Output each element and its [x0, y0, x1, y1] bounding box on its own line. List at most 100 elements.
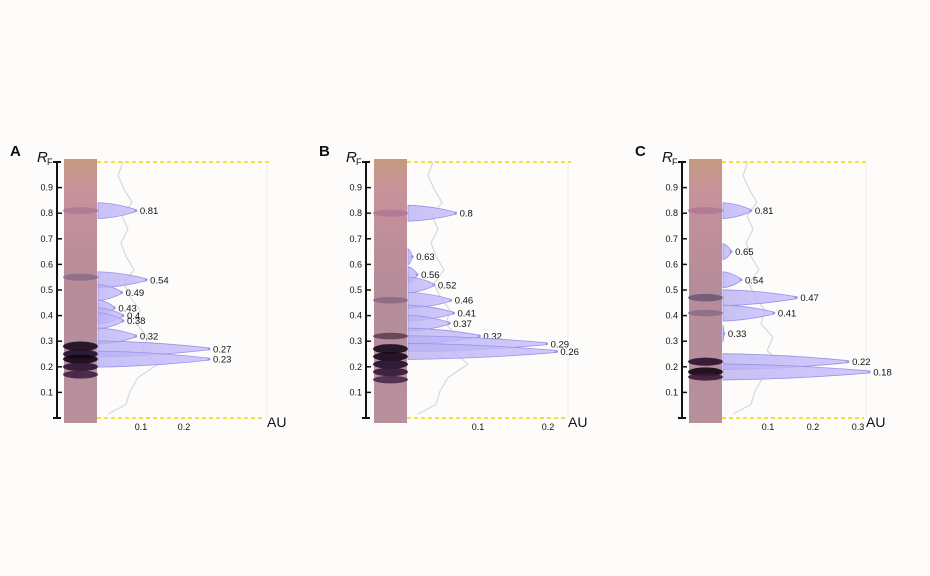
x-tick-label: 0.2 [178, 422, 191, 432]
peak-0.47 [722, 289, 797, 307]
peak-0.41 [722, 304, 775, 322]
tlc-band [373, 344, 408, 354]
y-tick-label: 0.9 [349, 183, 362, 193]
y-tick-label: 0.7 [349, 234, 362, 244]
peak-label: 0.56 [421, 270, 440, 281]
y-tick-label: 0.3 [349, 336, 362, 346]
y-tick-label: 0.1 [40, 387, 53, 397]
peak-apex [749, 209, 753, 213]
peak-label: 0.18 [873, 367, 892, 378]
tlc-lane [64, 159, 97, 423]
y-tick-label: 0.2 [349, 362, 362, 372]
y-tick-label: 0.7 [665, 234, 678, 244]
x-tick-label: 0.1 [762, 422, 775, 432]
peak-label: 0.54 [745, 275, 764, 286]
peak-label: 0.33 [728, 329, 747, 340]
y-tick-label: 0.5 [40, 285, 53, 295]
panel-b: B R F0.80.630.560.520.460.410.370.320.290.… [319, 143, 587, 432]
panel-label: A [10, 143, 21, 160]
peak-apex [555, 350, 558, 353]
peak-label: 0.81 [755, 206, 774, 217]
tlc-band [63, 273, 98, 281]
peak-label: 0.54 [150, 275, 169, 286]
y-tick-label: 0.5 [349, 285, 362, 295]
peak-apex [867, 370, 871, 374]
peak-apex [120, 291, 124, 294]
panel-label: B [319, 143, 330, 160]
tlc-lane [374, 159, 407, 423]
peak-label: 0.26 [560, 347, 579, 358]
x-axis-label: AU [866, 414, 885, 430]
panel-c: C R F 0.81 0.65 0.54 0.470.41 0.33 0.220.18 0.1 0.… [635, 143, 892, 432]
tlc-band [63, 370, 98, 379]
y-tick-label: 0.2 [40, 362, 53, 372]
y-axis-label: R [346, 149, 357, 166]
peak-apex [729, 250, 733, 254]
peak-label: 0.38 [127, 316, 146, 327]
peak-apex [794, 296, 798, 300]
y-tick-label: 0.5 [665, 285, 678, 295]
y-tick-label: 0.4 [665, 311, 678, 321]
tlc-band [373, 209, 408, 217]
tlc-band [373, 296, 408, 304]
peak-label: 0.32 [140, 332, 159, 343]
peak-label: 0.29 [551, 339, 570, 350]
tlc-band [373, 367, 408, 377]
y-tick-label: 0.3 [40, 336, 53, 346]
tlc-band [373, 332, 408, 340]
peak-0.49 [97, 284, 123, 301]
y-tick-label: 0.4 [40, 311, 53, 321]
peak-label: 0.22 [852, 357, 871, 368]
peak-apex [772, 311, 776, 315]
peak-apex [112, 306, 116, 310]
peak-0.54 [722, 271, 742, 289]
trace-line [417, 161, 469, 415]
peak-label: 0.49 [126, 288, 144, 299]
y-tick-label: 0.2 [665, 362, 678, 372]
peak-0.18 [722, 363, 870, 381]
panel-label: C [635, 143, 646, 160]
peak-apex [452, 311, 455, 315]
y-tick-label: 0.9 [665, 183, 678, 193]
peak-apex [449, 298, 453, 302]
peak-label: 0.27 [213, 344, 232, 355]
peak-apex [121, 319, 125, 323]
peak-apex [207, 357, 211, 361]
tlc-band [373, 359, 408, 369]
peak-apex [410, 255, 414, 259]
x-axis-label: AU [568, 414, 587, 430]
tlc-band [63, 354, 98, 364]
y-tick-label: 0.6 [665, 259, 678, 269]
peak-apex [846, 360, 850, 364]
panel-a: A R F0.810.540.490.430.40.380.320.270.230.… [10, 143, 286, 432]
tlc-band [688, 293, 723, 302]
peak-apex [144, 278, 148, 282]
y-tick-label: 0.7 [40, 234, 53, 244]
y-tick-label: 0.8 [40, 208, 53, 218]
peak-apex [454, 211, 457, 215]
peak-label: 0.23 [213, 355, 232, 366]
peak-apex [415, 273, 419, 277]
y-axis-label-sub: F [47, 157, 53, 167]
tlc-band [373, 375, 408, 384]
tlc-band [688, 373, 723, 381]
peak-label: 0.52 [438, 280, 457, 291]
y-axis-label-sub: F [672, 157, 678, 167]
peak-label: 0.4 [127, 311, 140, 322]
peak-label: 0.46 [455, 296, 474, 307]
x-tick-label: 0.2 [807, 422, 820, 432]
tlc-band [688, 309, 723, 317]
peak-label: 0.41 [458, 309, 477, 320]
y-tick-label: 0.1 [349, 387, 362, 397]
tlc-band [63, 362, 98, 372]
y-tick-label: 0.3 [665, 336, 678, 346]
y-tick-label: 0.9 [40, 183, 53, 193]
trace-line [107, 161, 159, 415]
peak-apex [432, 283, 436, 287]
peak-apex [121, 314, 125, 317]
peak-label: 0.43 [118, 303, 137, 314]
peak-apex [447, 321, 451, 325]
peak-label: 0.41 [778, 309, 797, 320]
peak-label: 0.32 [483, 332, 502, 343]
x-axis-label: AU [267, 414, 286, 430]
